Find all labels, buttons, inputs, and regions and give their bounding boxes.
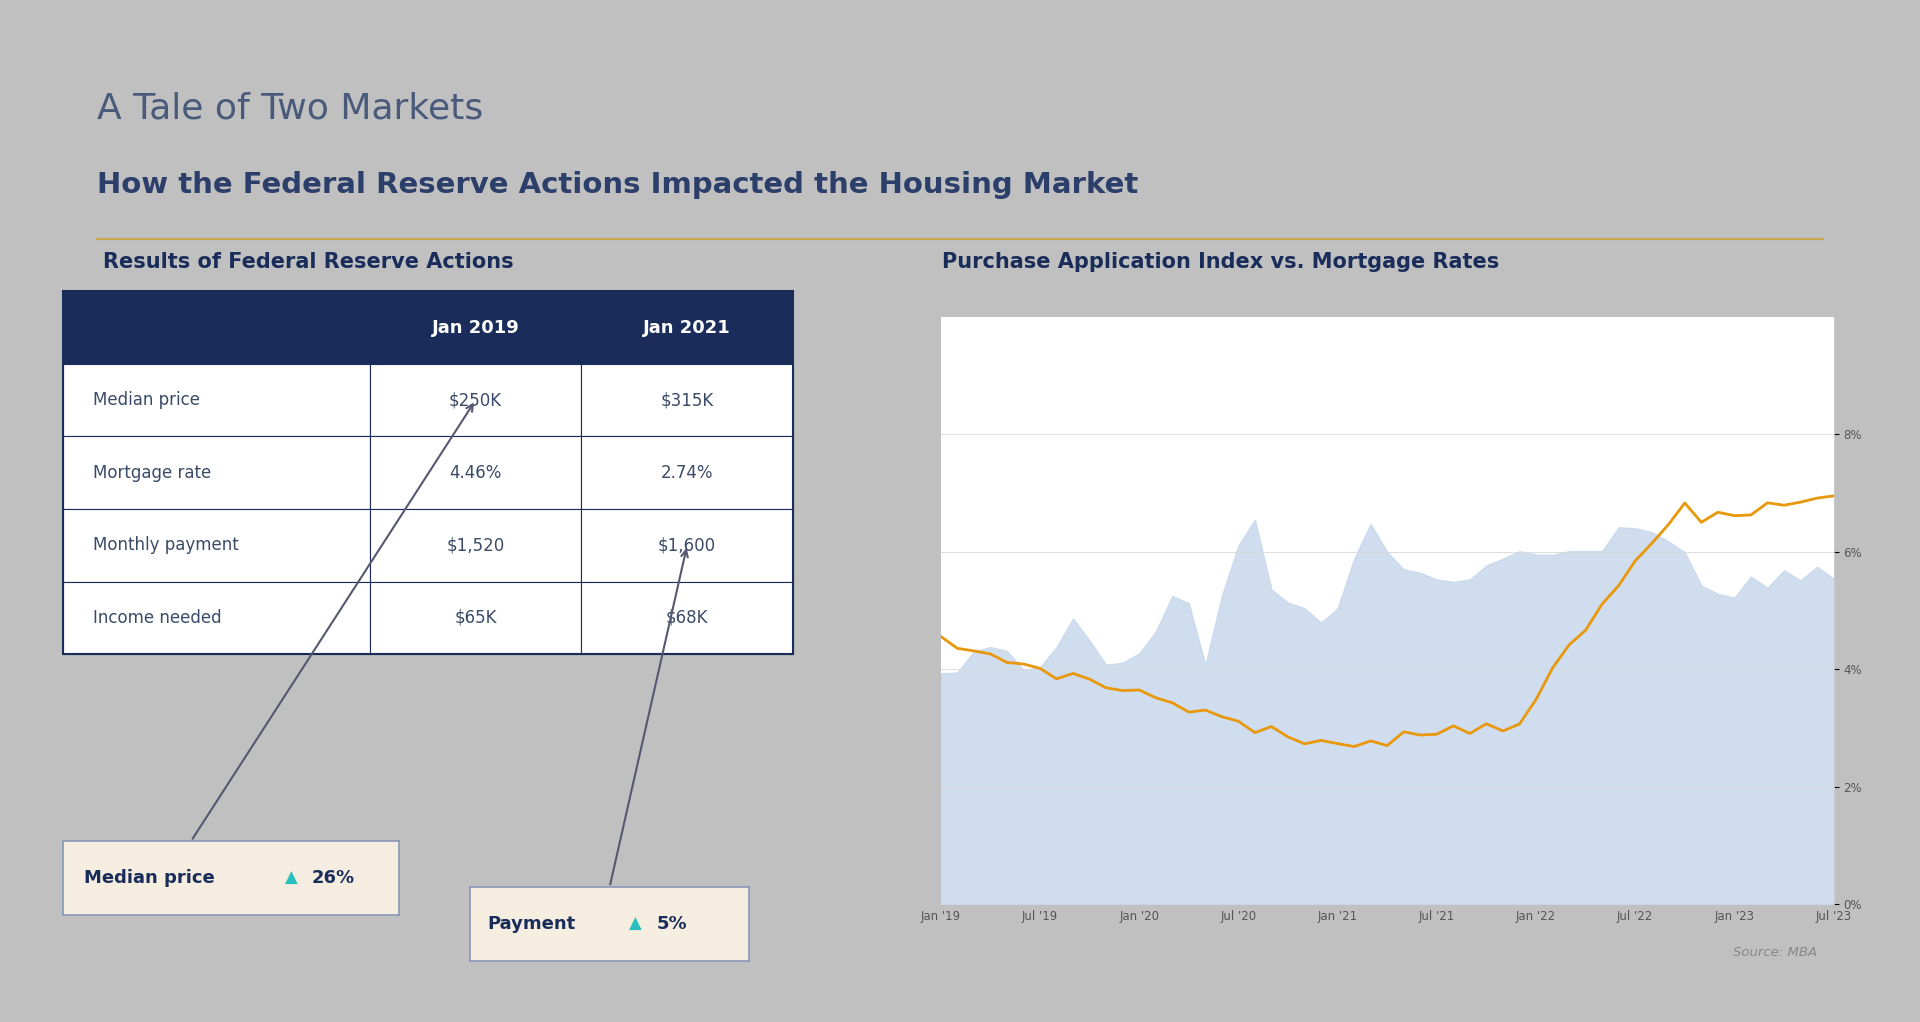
- Text: A Tale of Two Markets: A Tale of Two Markets: [98, 92, 484, 126]
- Text: Jan 2019: Jan 2019: [432, 319, 520, 336]
- Text: 2.74%: 2.74%: [660, 464, 714, 481]
- Bar: [582, 291, 793, 364]
- Text: Results of Federal Reserve Actions: Results of Federal Reserve Actions: [104, 251, 513, 272]
- Text: 4.46%: 4.46%: [449, 464, 501, 481]
- Bar: [63, 509, 371, 582]
- Text: Source: MBA: Source: MBA: [1734, 946, 1816, 960]
- Bar: [63, 364, 371, 436]
- Text: Median price: Median price: [92, 391, 200, 409]
- Bar: [371, 291, 582, 364]
- Bar: [371, 436, 582, 509]
- Bar: [371, 364, 582, 436]
- Text: $1,600: $1,600: [659, 537, 716, 554]
- Text: Monthly payment: Monthly payment: [92, 537, 238, 554]
- Text: $65K: $65K: [455, 609, 497, 626]
- Bar: [582, 436, 793, 509]
- Text: ▲: ▲: [284, 869, 298, 887]
- Text: Income needed: Income needed: [92, 609, 221, 626]
- Bar: [582, 582, 793, 654]
- Text: How the Federal Reserve Actions Impacted the Housing Market: How the Federal Reserve Actions Impacted…: [98, 171, 1139, 198]
- Bar: [63, 291, 371, 364]
- Bar: [371, 582, 582, 654]
- Bar: [63, 436, 371, 509]
- Text: 26%: 26%: [311, 869, 355, 887]
- Text: Payment: Payment: [488, 915, 576, 933]
- Text: Mortgage rate: Mortgage rate: [92, 464, 211, 481]
- Text: Purchase Application Index vs. Mortgage Rates: Purchase Application Index vs. Mortgage …: [941, 251, 1500, 272]
- Bar: [582, 364, 793, 436]
- Bar: [63, 582, 371, 654]
- Text: $250K: $250K: [449, 391, 503, 409]
- Text: $68K: $68K: [666, 609, 708, 626]
- Text: Median price: Median price: [84, 869, 215, 887]
- Text: $315K: $315K: [660, 391, 714, 409]
- Bar: [371, 509, 582, 582]
- Text: Jan 2021: Jan 2021: [643, 319, 732, 336]
- Text: $1,520: $1,520: [447, 537, 505, 554]
- Text: ▲: ▲: [630, 915, 641, 933]
- Bar: [582, 509, 793, 582]
- Text: 5%: 5%: [657, 915, 687, 933]
